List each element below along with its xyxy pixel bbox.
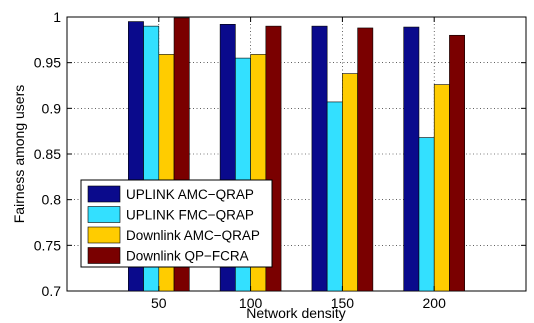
bar [449, 34, 465, 292]
y-tick-label: 0.7 [42, 283, 62, 299]
bar [433, 84, 450, 292]
x-tick-label: 50 [151, 295, 167, 311]
y-tick-label: 1 [53, 9, 61, 25]
x-tick-label: 200 [423, 295, 447, 311]
y-axis-ticks: 0.7 0.75 0.8 0.85 0.9 0.95 1 [34, 9, 526, 299]
legend-swatch [87, 226, 121, 244]
legend-swatch [87, 185, 121, 203]
legend-label: Downlink AMC−QRAP [126, 228, 260, 243]
y-axis-title: Fairness among users [11, 85, 27, 224]
y-tick-label: 0.9 [42, 100, 62, 116]
x-tick-label: 150 [331, 295, 355, 311]
bar [326, 101, 343, 292]
bar [311, 25, 328, 292]
y-tick-label: 0.95 [34, 55, 61, 71]
bar [403, 26, 420, 292]
x-axis-ticks: 50 100 150 200 [151, 17, 446, 311]
bar [342, 73, 358, 292]
x-axis-title: Network density [246, 305, 346, 321]
legend-label: UPLINK AMC−QRAP [126, 187, 254, 202]
legend-swatch [87, 247, 121, 264]
x-tick-label: 100 [239, 295, 263, 311]
y-tick-label: 0.75 [34, 237, 61, 253]
bar [418, 137, 435, 292]
legend-label: UPLINK FMC−QRAP [126, 208, 254, 223]
bar [357, 27, 374, 292]
legend: UPLINK AMC−QRAP UPLINK FMC−QRAP Downlink A… [80, 179, 273, 268]
legend-swatch [87, 206, 121, 223]
y-tick-label: 0.8 [42, 192, 62, 208]
y-tick-label: 0.85 [34, 146, 61, 162]
legend-label: Downlink QP−FCRA [126, 249, 249, 264]
